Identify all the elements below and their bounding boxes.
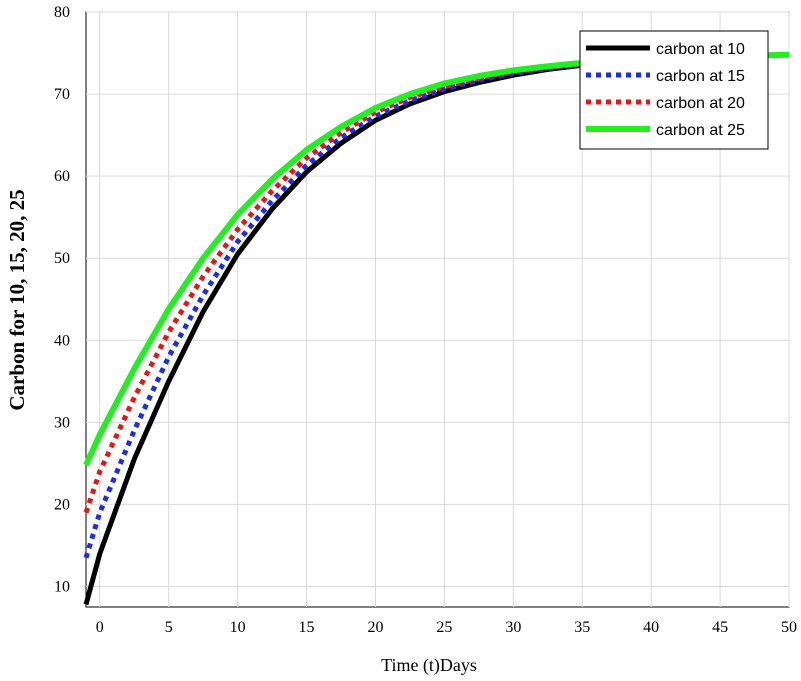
y-axis-title: Carbon for 10, 15, 20, 25 (5, 189, 29, 410)
y-tick-label: 50 (54, 250, 70, 267)
x-tick-label: 5 (165, 619, 173, 636)
y-tick-label: 10 (54, 578, 70, 595)
x-axis-ticks: 0 5 10 15 20 25 30 35 40 45 50 (96, 619, 797, 636)
y-tick-label: 30 (54, 414, 70, 431)
y-axis-ticks: 10 20 30 40 50 60 70 80 (54, 4, 70, 595)
x-tick-label: 45 (712, 619, 728, 636)
legend-label: carbon at 10 (656, 41, 745, 58)
y-tick-label: 40 (54, 332, 70, 349)
y-tick-label: 60 (54, 168, 70, 185)
legend-label: carbon at 20 (656, 95, 745, 112)
x-tick-label: 50 (781, 619, 797, 636)
y-tick-label: 20 (54, 496, 70, 513)
x-tick-label: 35 (574, 619, 590, 636)
x-tick-label: 20 (367, 619, 383, 636)
x-tick-label: 0 (96, 619, 104, 636)
y-tick-label: 80 (54, 4, 70, 21)
x-tick-label: 40 (643, 619, 659, 636)
x-tick-label: 30 (505, 619, 521, 636)
legend-box (579, 30, 769, 150)
legend-label: carbon at 25 (656, 122, 745, 139)
x-tick-label: 10 (230, 619, 246, 636)
legend: carbon at 10 carbon at 15 carbon at 20 carb… (579, 30, 769, 150)
x-axis-title: Time (t)Days (381, 655, 477, 676)
y-tick-label: 70 (54, 86, 70, 103)
x-tick-label: 25 (436, 619, 452, 636)
legend-label: carbon at 15 (656, 68, 745, 85)
x-tick-label: 15 (299, 619, 315, 636)
